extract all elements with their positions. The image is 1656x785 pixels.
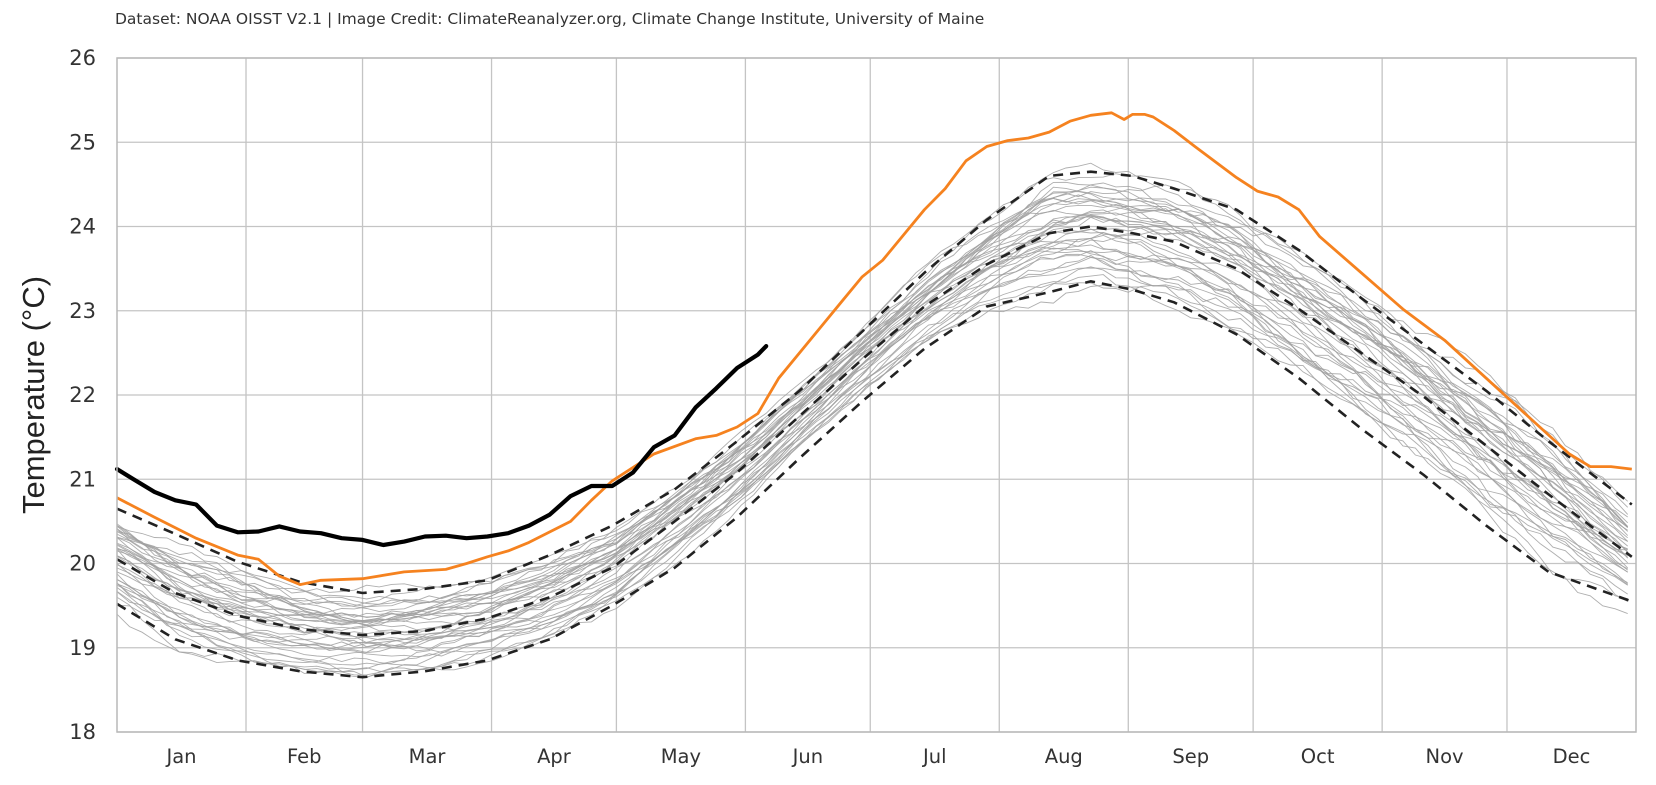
historical-year-line [117, 174, 1628, 606]
statistics-lines [117, 172, 1632, 678]
historical-years-lines [117, 163, 1628, 677]
historical-year-line [117, 199, 1628, 625]
historical-year-line [117, 216, 1628, 618]
x-tick-label-mar: Mar [409, 745, 447, 768]
x-tick-label-jun: Jun [791, 745, 823, 768]
historical-year-line [117, 217, 1628, 632]
historical-year-line [117, 198, 1628, 623]
historical-year-line [117, 251, 1628, 665]
historical-year-line [117, 243, 1628, 647]
y-tick-label: 18 [69, 720, 96, 744]
y-tick-label: 21 [69, 467, 96, 491]
x-axis-ticks: Jan Feb Mar Apr May Jun Jul Aug Sep Oct Nov Dec [164, 745, 1590, 768]
y-tick-label: 24 [69, 215, 96, 239]
historical-year-line [117, 210, 1628, 621]
x-tick-label-oct: Oct [1301, 745, 1335, 768]
grid [117, 58, 1636, 732]
y-axis-label: Temperature (°C) [16, 276, 51, 514]
historical-year-line [117, 235, 1628, 649]
mean-line [117, 227, 1632, 636]
x-tick-label-nov: Nov [1426, 745, 1464, 768]
x-tick-label-jul: Jul [921, 745, 947, 768]
y-tick-label: 19 [69, 636, 96, 660]
y-tick-label: 26 [69, 46, 96, 70]
historical-year-line [117, 230, 1628, 643]
historical-year-line [117, 255, 1628, 652]
y-tick-label: 22 [69, 383, 96, 407]
historical-year-line [117, 216, 1628, 635]
historical-year-line [117, 233, 1628, 657]
y-tick-label: 23 [69, 299, 96, 323]
historical-year-line [117, 217, 1628, 625]
temperature-chart: 18 19 20 21 22 23 24 25 26 Jan Feb Mar Apr May Jun Jul… [0, 0, 1656, 785]
record-year-line [117, 113, 1632, 585]
x-tick-label-feb: Feb [287, 745, 322, 768]
y-axis-ticks: 18 19 20 21 22 23 24 25 26 [69, 46, 96, 744]
y-tick-label: 25 [69, 130, 96, 154]
x-tick-label-jan: Jan [164, 745, 196, 768]
x-tick-label-apr: Apr [537, 745, 572, 768]
historical-year-line [117, 183, 1628, 615]
historical-year-line [117, 210, 1628, 633]
x-tick-label-dec: Dec [1553, 745, 1591, 768]
y-tick-label: 20 [69, 552, 96, 576]
x-tick-label-may: May [661, 745, 701, 768]
record-line [117, 113, 1632, 585]
x-tick-label-sep: Sep [1172, 745, 1209, 768]
x-tick-label-aug: Aug [1045, 745, 1083, 768]
